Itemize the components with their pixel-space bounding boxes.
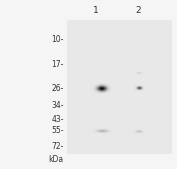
- Text: 26-: 26-: [51, 84, 64, 93]
- Text: 34-: 34-: [51, 101, 64, 110]
- Text: 72-: 72-: [51, 142, 64, 151]
- Text: 1: 1: [93, 6, 98, 16]
- Text: 2: 2: [135, 6, 141, 16]
- Text: 17-: 17-: [51, 60, 64, 69]
- Text: 10-: 10-: [51, 35, 64, 44]
- Text: 55-: 55-: [51, 126, 64, 136]
- Text: 43-: 43-: [51, 115, 64, 124]
- Text: kDa: kDa: [49, 155, 64, 164]
- FancyBboxPatch shape: [67, 20, 172, 154]
